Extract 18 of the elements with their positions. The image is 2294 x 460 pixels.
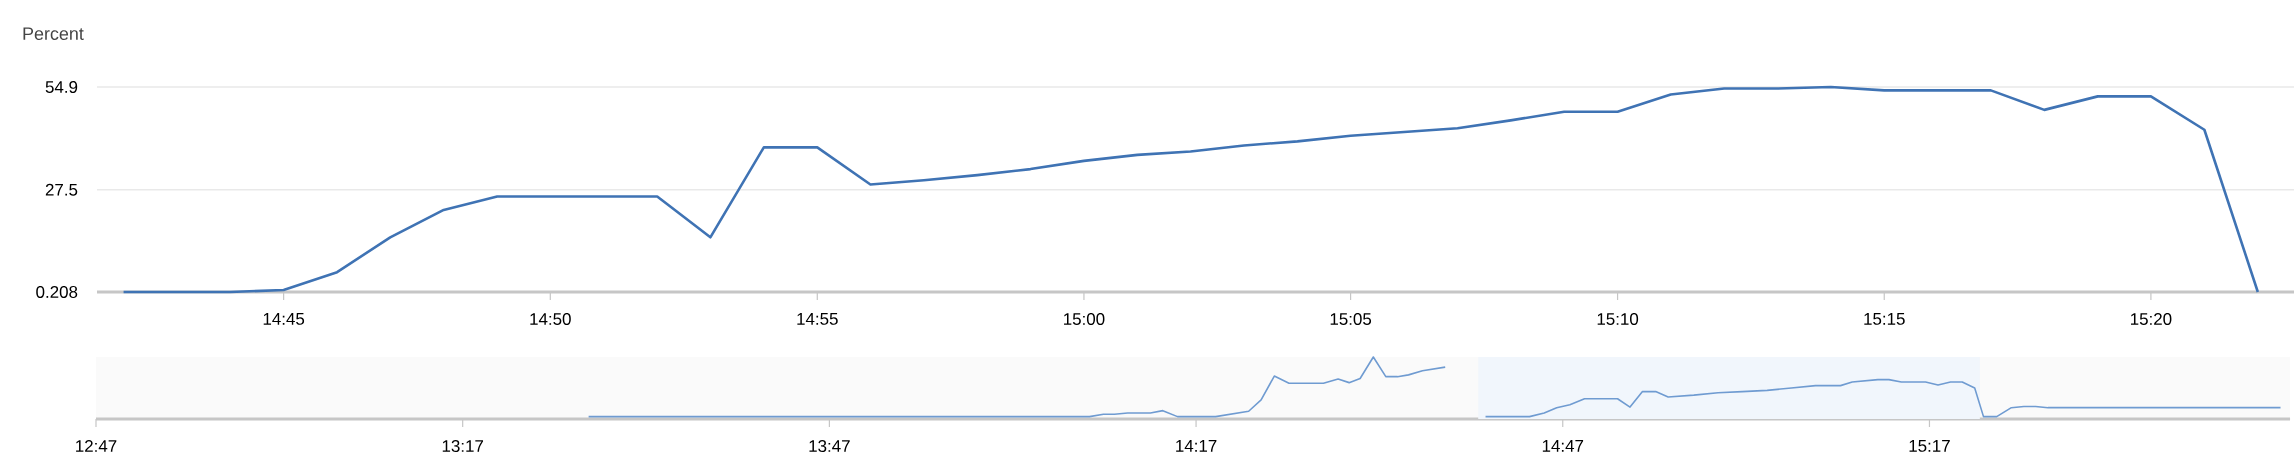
x-tick-label: 14:55 — [797, 313, 838, 325]
x-tick-label: 14:50 — [530, 313, 571, 326]
y-tick-label: 0.208 — [36, 286, 78, 298]
x-tick-label: 15:05 — [1330, 313, 1372, 326]
x-tick-label: 15:10 — [1597, 313, 1639, 326]
x-tick-label: 15:15 — [1864, 313, 1905, 325]
y-axis-title: Percent — [23, 27, 84, 40]
x-tick-label: 14:47 — [1542, 440, 1584, 452]
x-tick-label: 12:47 — [76, 440, 117, 452]
y-tick-label: 54.9 — [45, 81, 78, 93]
x-tick-label: 15:17 — [1909, 440, 1950, 452]
x-tick-label: 13:17 — [442, 440, 484, 453]
x-tick-label: 13:47 — [809, 440, 850, 453]
x-tick-label: 14:45 — [263, 313, 305, 325]
y-tick-label: 27.5 — [45, 183, 78, 196]
x-tick-label: 15:20 — [2131, 313, 2172, 326]
x-tick-label: 15:00 — [1064, 313, 1105, 326]
x-tick-label: 14:17 — [1176, 440, 1217, 452]
